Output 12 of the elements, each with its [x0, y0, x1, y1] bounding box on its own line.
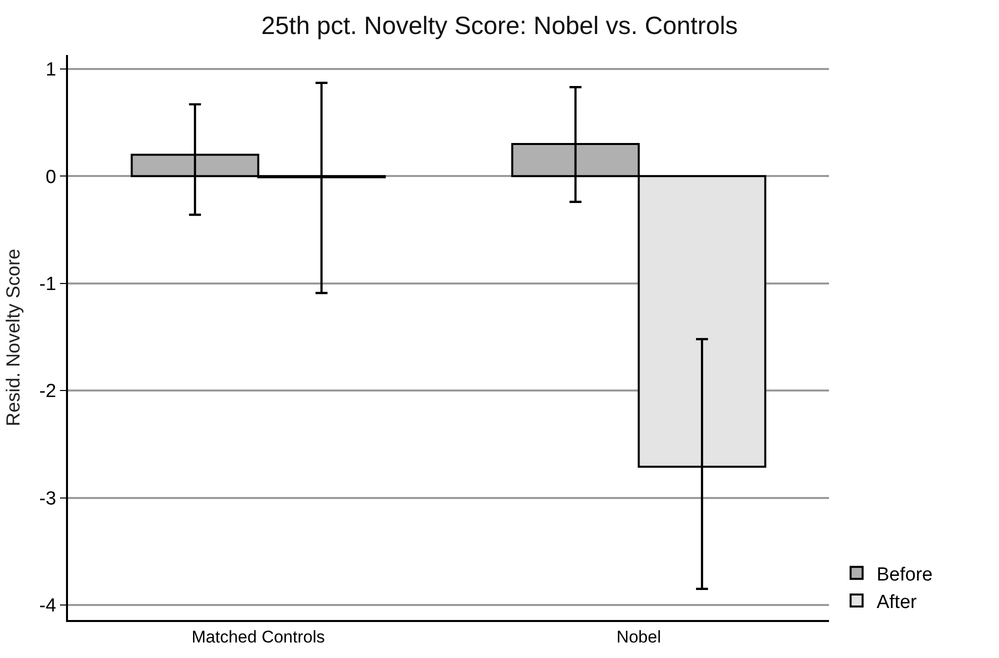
legend-label: Before: [876, 564, 933, 586]
y-axis-title: Resid. Novelty Score: [4, 248, 25, 426]
legend-label: After: [876, 592, 918, 613]
x-tick-label: Nobel: [616, 627, 661, 646]
y-tick-label: -2: [39, 381, 56, 402]
chart-title: 25th pct. Novelty Score: Nobel vs. Controls: [261, 12, 738, 40]
y-tick-label: 0: [46, 166, 56, 188]
y-tick-label: 1: [46, 60, 56, 81]
y-tick-label: -1: [39, 274, 56, 296]
y-tick-label: -3: [39, 488, 56, 510]
y-tick-label: -4: [39, 596, 57, 617]
x-tick-label: Matched Controls: [192, 627, 325, 646]
